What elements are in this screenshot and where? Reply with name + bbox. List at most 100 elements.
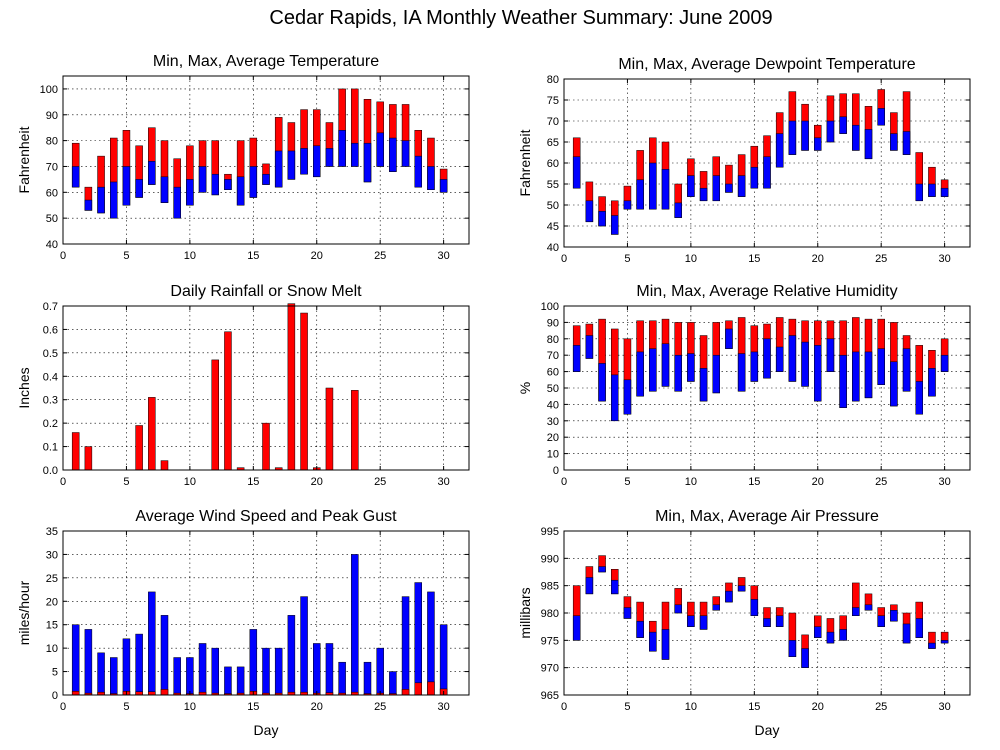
bar-avg-15: [750, 599, 759, 616]
bar-avg-12: [712, 604, 720, 611]
x-tick-label: 10: [685, 701, 697, 713]
bar-avg-30: [940, 354, 949, 372]
bar-avg-23: [852, 607, 860, 616]
x-tick-label: 15: [247, 250, 259, 262]
panel-humidity: Min, Max, Average Relative Humidity 0 10 20…: [517, 283, 971, 488]
x-tick-label: 5: [624, 253, 630, 265]
bar-avg-17: [775, 133, 784, 168]
panel-title: Min, Max, Average Air Pressure: [655, 508, 879, 525]
bar-avg-8: [160, 176, 169, 203]
y-axis-label: Inches: [16, 367, 32, 408]
bar-rain-1: [71, 432, 80, 471]
x-tick-label: 25: [875, 476, 887, 488]
panel-wind: Average Wind Speed and Peak Gust 0 5 10 15 20…: [16, 508, 470, 738]
y-tick-label: 20: [46, 596, 58, 608]
bar-gust-3: [97, 652, 105, 696]
y-tick-label: 0.3: [43, 395, 58, 407]
bar-gust-25: [376, 647, 384, 696]
y-tick-label: 100: [40, 84, 58, 96]
y-tick-label: 70: [547, 116, 559, 128]
y-tick-label: 30: [46, 549, 58, 561]
bar-avg-19: [801, 120, 809, 151]
bar-rain-21: [325, 387, 334, 471]
x-tick-label: 10: [184, 250, 196, 262]
y-axis-label: %: [517, 382, 533, 394]
bar-avg-20: [814, 345, 822, 402]
bar-avg-5: [122, 166, 131, 206]
bar-avg-10: [186, 179, 194, 206]
bar-avg-15: [750, 166, 759, 189]
bar-gust-20: [313, 643, 321, 696]
bar-avg-8: [661, 169, 670, 210]
bar-gust-5: [122, 638, 131, 696]
bar-gust-12: [211, 647, 219, 696]
y-tick-label: 0.7: [43, 301, 58, 313]
y-tick-label: 80: [547, 74, 559, 86]
x-tick-label: 15: [247, 476, 259, 488]
bar-avg-25: [877, 348, 885, 385]
bar-gust-27: [401, 596, 410, 696]
y-tick-label: 60: [547, 367, 559, 379]
bar-avg-13: [725, 183, 733, 193]
y-tick-label: 100: [541, 301, 559, 313]
bar-rain-8: [160, 460, 169, 471]
chart-panels: Min, Max, Average Temperature40506070809…: [16, 53, 971, 738]
y-tick-label: 30: [547, 416, 559, 428]
bar-gust-1: [71, 624, 80, 696]
bar-avg-20: [814, 626, 822, 638]
x-tick-label: 15: [748, 476, 760, 488]
bar-gust-9: [173, 657, 181, 696]
bar-avg-6: [636, 351, 644, 397]
bar-avg-1: [71, 166, 80, 188]
bar-avg-17: [775, 615, 784, 627]
y-tick-label: 70: [547, 350, 559, 362]
bar-avg-14: [737, 175, 746, 197]
bar-avg-30: [940, 640, 949, 644]
x-tick-label: 20: [812, 253, 824, 265]
bar-avg-7: [649, 631, 657, 652]
bar-rain-13: [224, 331, 232, 471]
bar-gust-28: [414, 582, 422, 696]
bar-avg-21: [325, 148, 334, 167]
x-tick-label: 30: [438, 476, 450, 488]
y-tick-label: 985: [541, 581, 559, 593]
bar-avg-13: [224, 179, 232, 190]
bar-avg-2: [585, 335, 594, 359]
bar-avg-18: [287, 150, 296, 180]
bar-avg-15: [750, 351, 759, 382]
bar-avg-5: [623, 607, 632, 619]
y-tick-label: 10: [46, 643, 58, 655]
panel-title: Average Wind Speed and Peak Gust: [135, 508, 397, 525]
panel-temperature: Min, Max, Average Temperature40506070809…: [16, 53, 470, 262]
y-tick-label: 965: [541, 690, 559, 702]
plot-frame: [62, 530, 470, 696]
y-tick-label: 80: [547, 334, 559, 346]
y-tick-label: 40: [547, 399, 559, 411]
y-axis-label: millibars: [517, 587, 533, 638]
y-tick-label: 90: [547, 317, 559, 329]
x-tick-label: 25: [875, 253, 887, 265]
bar-rain-7: [148, 397, 156, 471]
y-tick-label: 0.0: [43, 465, 58, 477]
bar-avg-14: [737, 585, 746, 592]
bar-avg-27: [902, 623, 911, 644]
bar-avg-7: [148, 161, 156, 185]
y-tick-label: 10: [547, 449, 559, 461]
bar-avgwind-8: [160, 689, 169, 696]
y-tick-label: 50: [46, 213, 58, 225]
bar-avg-27: [902, 131, 911, 155]
bar-avg-22: [839, 116, 847, 134]
bar-gust-29: [427, 591, 435, 696]
y-tick-label: 0.4: [43, 371, 58, 383]
bar-avg-9: [674, 354, 682, 392]
bar-avg-26: [890, 361, 898, 407]
y-tick-label: 15: [46, 620, 58, 632]
y-axis-label: Fahrenheit: [16, 126, 32, 193]
bar-avg-3: [598, 566, 606, 573]
y-axis-label: Fahrenheit: [517, 129, 533, 196]
x-tick-label: 10: [184, 701, 196, 713]
bar-rain-23: [351, 390, 359, 471]
bar-avg-15: [249, 166, 258, 198]
y-tick-label: 75: [547, 95, 559, 107]
